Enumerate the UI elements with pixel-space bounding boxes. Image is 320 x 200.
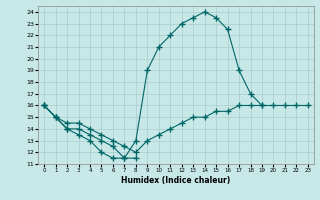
X-axis label: Humidex (Indice chaleur): Humidex (Indice chaleur) [121,176,231,185]
